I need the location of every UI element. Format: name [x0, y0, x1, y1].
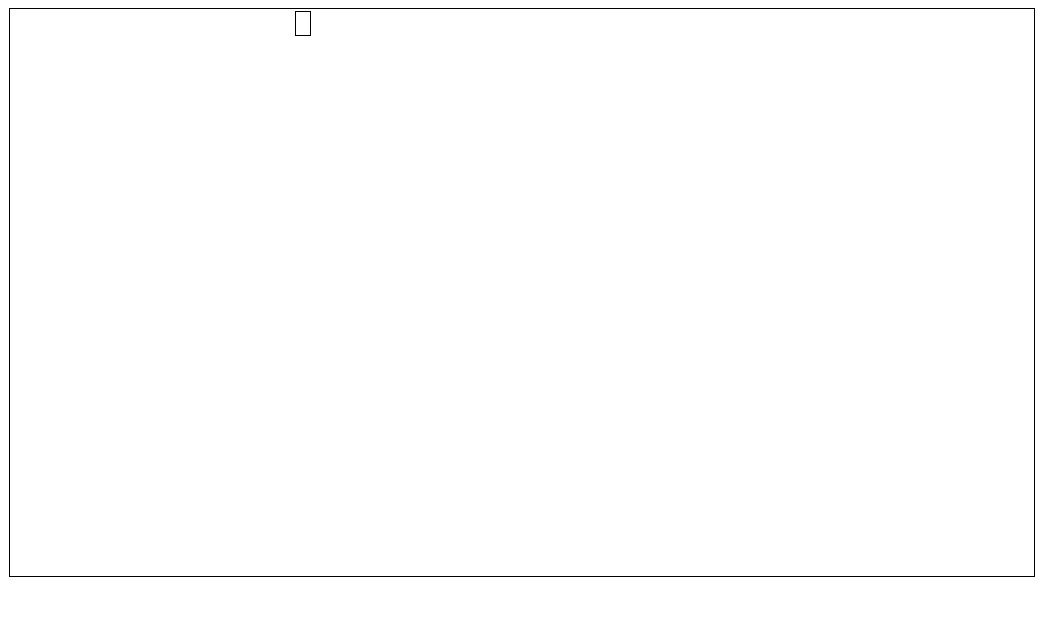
- colorbar-tick-labels: [0, 607, 1044, 633]
- map-plot: [10, 9, 1034, 576]
- map-panel[interactable]: [9, 8, 1035, 577]
- map-title-box: [295, 11, 311, 36]
- colorbar[interactable]: [0, 585, 1044, 607]
- colorbar-panel: [0, 583, 1044, 633]
